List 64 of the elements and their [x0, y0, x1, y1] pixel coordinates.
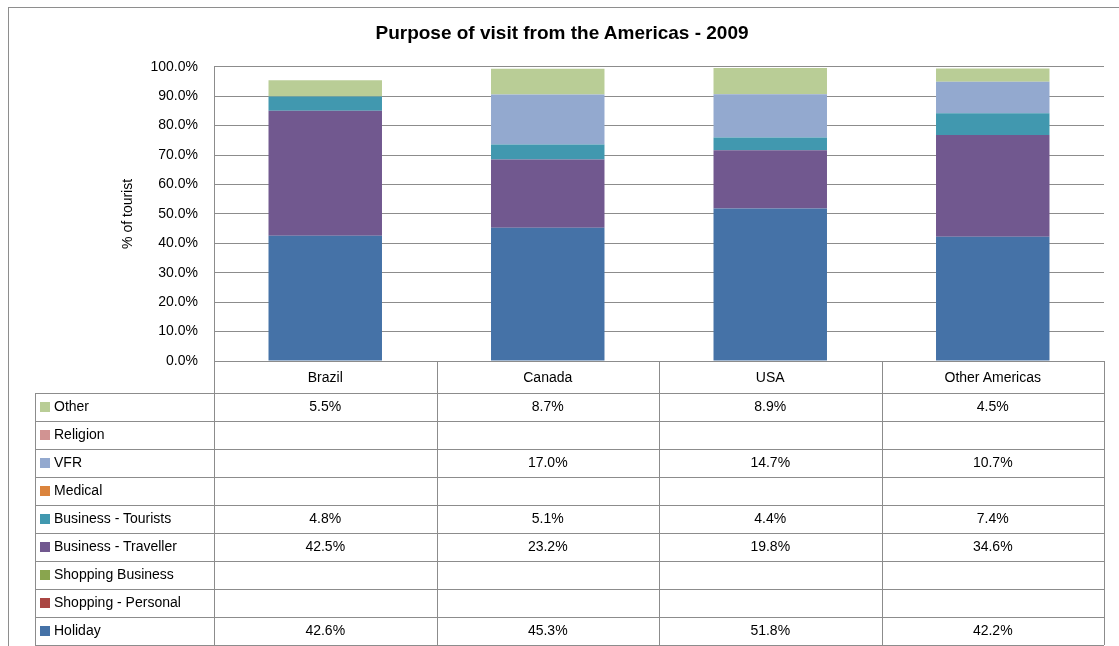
bar — [713, 67, 827, 95]
bar — [713, 208, 827, 361]
y-tick-label: 10.0% — [158, 322, 198, 339]
data-label: 4.8% — [309, 509, 342, 526]
y-tick-label: 70.0% — [158, 145, 198, 162]
bar — [268, 235, 382, 361]
legend-label: Holiday — [54, 621, 101, 638]
y-tick-label: 90.0% — [158, 87, 198, 104]
x-tick-label: Canada — [523, 369, 573, 386]
data-label: 51.8% — [750, 621, 791, 638]
data-label: 45.3% — [527, 621, 568, 638]
bar — [491, 144, 605, 160]
bar — [268, 96, 382, 111]
data-label: 17.0% — [527, 453, 568, 470]
data-label: 4.5% — [976, 397, 1009, 414]
y-tick-label: 100.0% — [150, 57, 198, 74]
bar — [491, 227, 605, 361]
legend-label: Business - Traveller — [54, 537, 178, 554]
legend-label: Other — [54, 397, 90, 414]
x-tick-label: USA — [755, 369, 786, 386]
data-label: 34.6% — [972, 537, 1013, 554]
x-tick-label: Other Americas — [944, 369, 1041, 386]
bar — [936, 135, 1050, 237]
bar — [713, 94, 827, 138]
data-label: 14.7% — [750, 453, 791, 470]
legend-label: Religion — [54, 425, 105, 442]
data-label: 5.1% — [531, 509, 564, 526]
data-label: 10.7% — [972, 453, 1013, 470]
data-label: 4.4% — [754, 509, 787, 526]
data-label: 8.7% — [531, 397, 564, 414]
data-label: 19.8% — [750, 537, 791, 554]
y-axis-title: % of tourist — [119, 178, 136, 249]
bar — [936, 81, 1050, 114]
bar — [713, 150, 827, 209]
data-label: 42.5% — [305, 537, 346, 554]
y-tick-label: 30.0% — [158, 263, 198, 280]
y-tick-label: 40.0% — [158, 234, 198, 251]
bar — [936, 113, 1050, 136]
legend-label: Shopping Business — [54, 565, 174, 582]
bar — [713, 137, 827, 151]
chart-title: Purpose of visit from the Americas - 2009 — [375, 21, 749, 43]
bar — [491, 68, 605, 95]
y-tick-label: 50.0% — [158, 204, 198, 221]
data-label: 23.2% — [527, 537, 568, 554]
bar — [491, 94, 605, 145]
data-label: 42.6% — [305, 621, 346, 638]
bar — [268, 110, 382, 236]
legend-label: VFR — [54, 453, 82, 470]
data-label: 42.2% — [972, 621, 1013, 638]
bar — [268, 80, 382, 97]
data-label: 5.5% — [309, 397, 342, 414]
y-tick-label: 20.0% — [158, 293, 198, 310]
bar — [491, 159, 605, 228]
data-label: 7.4% — [976, 509, 1009, 526]
y-tick-label: 80.0% — [158, 116, 198, 133]
x-tick-label: Brazil — [307, 369, 343, 386]
y-tick-label: 0.0% — [166, 351, 198, 368]
bar — [936, 236, 1050, 361]
bar — [936, 68, 1050, 82]
y-tick-label: 60.0% — [158, 175, 198, 192]
data-label: 8.9% — [754, 397, 787, 414]
legend-label: Business - Tourists — [54, 509, 172, 526]
legend-label: Medical — [54, 481, 103, 498]
legend-label: Shopping - Personal — [54, 593, 181, 610]
